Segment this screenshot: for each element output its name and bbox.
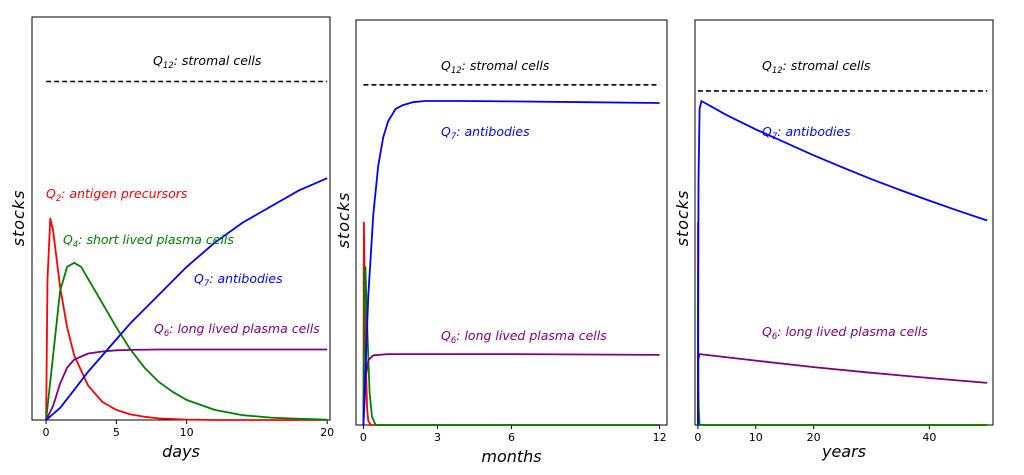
y-axis-label: stocks	[673, 190, 692, 247]
x-tick-label: 0	[43, 426, 50, 439]
x-tick-label: 10	[749, 431, 763, 444]
series-line-q2	[45, 217, 328, 421]
y-axis-label: stocks	[9, 190, 28, 247]
x-tick-label: 3	[434, 431, 441, 444]
x-tick-label: 40	[922, 431, 936, 444]
x-tick-label: 6	[508, 431, 515, 444]
series-line-q6	[362, 353, 660, 426]
series-line-q4	[362, 266, 660, 426]
series-line-q7	[697, 100, 988, 426]
series-label-q4: Q4: short lived plasma cells	[63, 232, 234, 250]
y-axis-label: stocks	[334, 192, 353, 249]
series-label-q7: Q7: antibodies	[762, 124, 851, 142]
series-line-q6	[45, 348, 328, 421]
x-tick-label: 20	[807, 431, 821, 444]
chart-panel-3: 0 10 20 40 years stocks Q12: stromal cells Q6: …	[673, 19, 994, 461]
series-line-q4	[697, 270, 988, 426]
x-tick-label: 0	[360, 431, 367, 444]
chart-panel-1: 0 5 10 20 days stocks Q12: stromal cells Q2: an…	[9, 16, 334, 461]
series-label-q12: Q12: stromal cells	[153, 53, 262, 71]
series-line-q7	[45, 177, 328, 421]
series-label-q6: Q6: long lived plasma cells	[441, 328, 607, 346]
x-tick-label: 0	[694, 431, 701, 444]
series-line-q7	[362, 100, 660, 426]
x-axis-label: months	[481, 447, 541, 466]
series-label-q6: Q6: long lived plasma cells	[762, 324, 928, 342]
x-tick-label: 12	[653, 431, 667, 444]
plot-frame	[355, 19, 668, 426]
series-label-q12: Q12: stromal cells	[762, 58, 871, 76]
x-axis-label: years	[821, 442, 866, 461]
plot-frame	[694, 19, 994, 426]
series-line-q2	[362, 221, 660, 426]
series-line-q6	[697, 353, 988, 426]
series-label-q7: Q7: antibodies	[194, 271, 283, 289]
series-label-q2: Q2: antigen precursors	[46, 186, 188, 204]
series-label-q6: Q6: long lived plasma cells	[154, 321, 320, 339]
x-axis-label: days	[162, 442, 200, 461]
series-line-q4	[45, 261, 328, 421]
x-tick-label: 10	[180, 426, 194, 439]
series-label-q12: Q12: stromal cells	[441, 58, 550, 76]
x-tick-label: 20	[320, 426, 334, 439]
x-tick-label: 5	[113, 426, 120, 439]
chart-panel-2: 0 3 6 12 months stocks Q12: stromal cells Q6: l…	[334, 19, 668, 466]
series-label-q7: Q7: antibodies	[441, 124, 530, 142]
